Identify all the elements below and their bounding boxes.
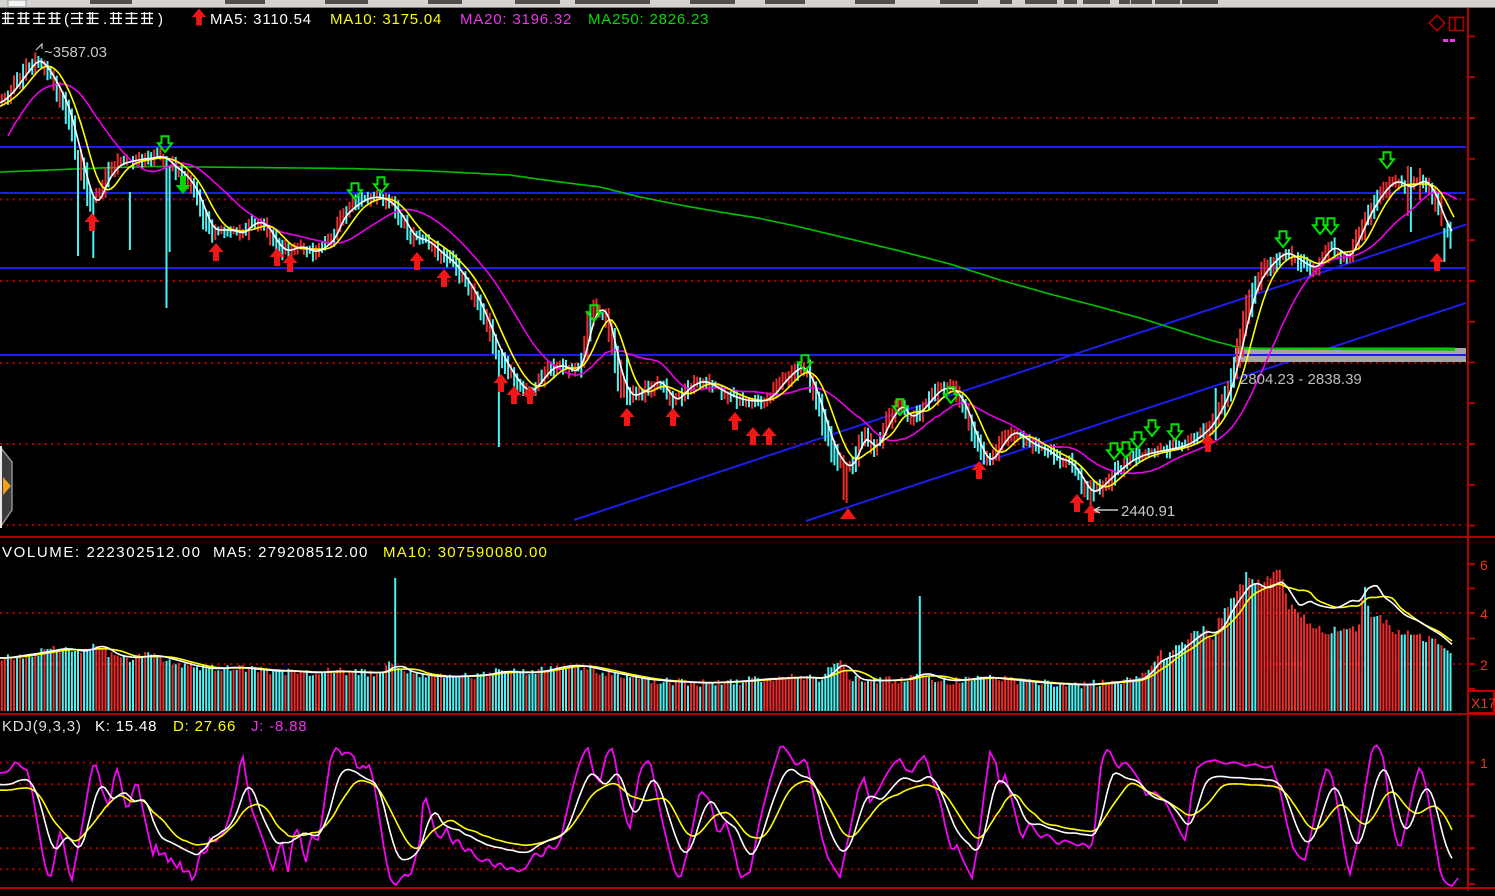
svg-text:X17: X17 (1471, 695, 1495, 711)
svg-text:(: ( (64, 11, 69, 28)
svg-text:MA5: 3110.54: MA5: 3110.54 (210, 11, 312, 28)
svg-text:MA250: 2826.23: MA250: 2826.23 (588, 11, 709, 28)
svg-text:~3587.03: ~3587.03 (44, 44, 107, 61)
svg-text:4: 4 (1480, 606, 1488, 622)
svg-text:.: . (103, 11, 107, 28)
svg-text:): ) (158, 11, 163, 28)
svg-text:MA20: 3196.32: MA20: 3196.32 (460, 11, 572, 28)
svg-text:MA10: 3175.04: MA10: 3175.04 (330, 11, 442, 28)
svg-text:J: -8.88: J: -8.88 (251, 718, 307, 735)
svg-text:MA5: 279208512.00: MA5: 279208512.00 (213, 544, 369, 561)
svg-text:VOLUME: 222302512.00: VOLUME: 222302512.00 (2, 544, 202, 561)
svg-text:2: 2 (1480, 657, 1488, 673)
svg-text:1: 1 (1480, 755, 1488, 771)
svg-text:KDJ(9,3,3): KDJ(9,3,3) (2, 718, 82, 735)
svg-text:K: 15.48: K: 15.48 (95, 718, 157, 735)
svg-text:2804.23 - 2838.39: 2804.23 - 2838.39 (1240, 371, 1362, 388)
svg-text:MA10: 307590080.00: MA10: 307590080.00 (383, 544, 548, 561)
svg-text:D: 27.66: D: 27.66 (173, 718, 236, 735)
svg-text:6: 6 (1480, 557, 1488, 573)
svg-text:2440.91: 2440.91 (1121, 503, 1175, 520)
